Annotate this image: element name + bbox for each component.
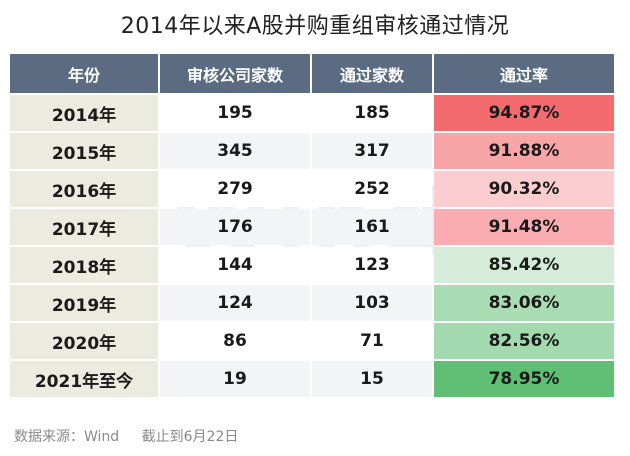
year-cell: 2017年	[10, 209, 158, 245]
table-row: 2017年 176 161 91.48%	[10, 209, 614, 245]
table-row: 2021年至今 19 15 78.95%	[10, 361, 614, 397]
header-reviewed: 审核公司家数	[160, 54, 310, 93]
rate-cell: 90.32%	[434, 171, 614, 207]
passed-cell: 185	[312, 95, 432, 131]
data-table: 年份 审核公司家数 通过家数 通过率 2014年 195 185 94.87% 2015…	[8, 52, 616, 399]
rate-cell: 82.56%	[434, 323, 614, 359]
reviewed-cell: 19	[160, 361, 310, 397]
year-cell: 2021年至今	[10, 361, 158, 397]
passed-cell: 103	[312, 285, 432, 321]
table-header-row: 年份 审核公司家数 通过家数 通过率	[10, 54, 614, 93]
rate-cell: 85.42%	[434, 247, 614, 283]
table-row: 2016年 279 252 90.32%	[10, 171, 614, 207]
passed-cell: 317	[312, 133, 432, 169]
rate-cell: 83.06%	[434, 285, 614, 321]
passed-cell: 71	[312, 323, 432, 359]
table-row: 2020年 86 71 82.56%	[10, 323, 614, 359]
table-row: 2019年 124 103 83.06%	[10, 285, 614, 321]
rate-cell: 78.95%	[434, 361, 614, 397]
year-cell: 2015年	[10, 133, 158, 169]
reviewed-cell: 345	[160, 133, 310, 169]
table-body: 2014年 195 185 94.87% 2015年 345 317 91.88% 2016年 2…	[10, 95, 614, 397]
passed-cell: 15	[312, 361, 432, 397]
rate-cell: 91.48%	[434, 209, 614, 245]
year-cell: 2019年	[10, 285, 158, 321]
chart-title: 2014年以来A股并购重组审核通过情况	[120, 14, 510, 39]
year-cell: 2018年	[10, 247, 158, 283]
source-note: 数据来源：Wind	[14, 429, 120, 445]
rate-cell: 94.87%	[434, 95, 614, 131]
rate-cell: 91.88%	[434, 133, 614, 169]
reviewed-cell: 279	[160, 171, 310, 207]
reviewed-cell: 124	[160, 285, 310, 321]
passed-cell: 252	[312, 171, 432, 207]
header-passed: 通过家数	[312, 54, 432, 93]
reviewed-cell: 195	[160, 95, 310, 131]
table-row: 2018年 144 123 85.42%	[10, 247, 614, 283]
footer: 数据来源：Wind 截止到6月22日	[14, 426, 238, 446]
date-note: 截止到6月22日	[141, 429, 239, 445]
year-cell: 2020年	[10, 323, 158, 359]
passed-cell: 123	[312, 247, 432, 283]
header-rate: 通过率	[434, 54, 614, 93]
header-year: 年份	[10, 54, 158, 93]
table-row: 2014年 195 185 94.87%	[10, 95, 614, 131]
year-cell: 2016年	[10, 171, 158, 207]
table-row: 2015年 345 317 91.88%	[10, 133, 614, 169]
reviewed-cell: 176	[160, 209, 310, 245]
passed-cell: 161	[312, 209, 432, 245]
year-cell: 2014年	[10, 95, 158, 131]
reviewed-cell: 144	[160, 247, 310, 283]
reviewed-cell: 86	[160, 323, 310, 359]
